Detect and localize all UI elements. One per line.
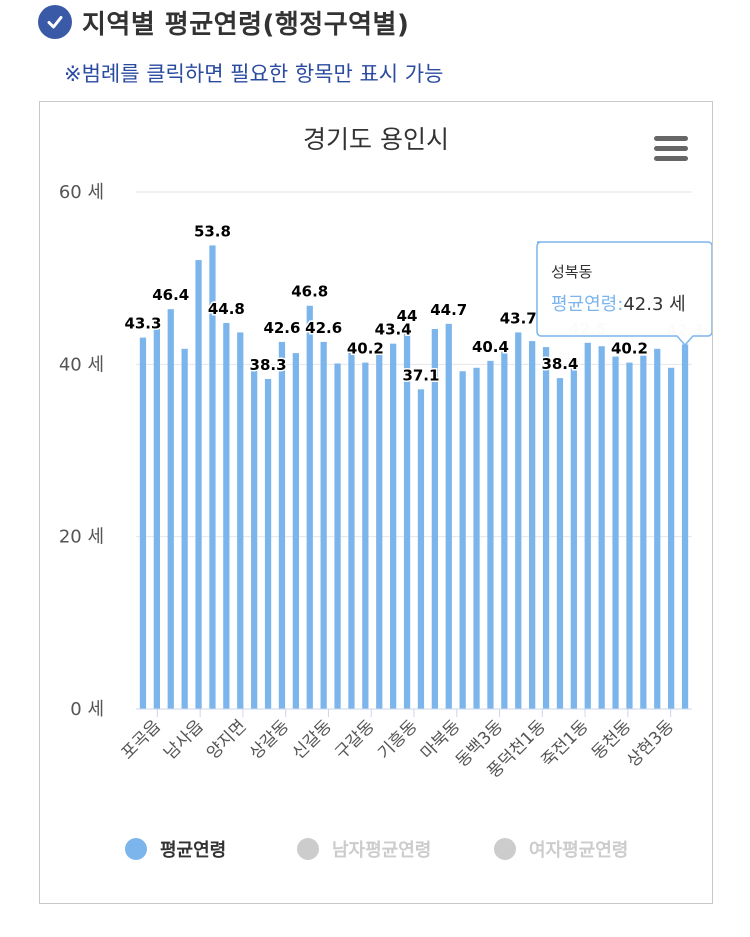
bar[interactable] xyxy=(348,348,355,709)
svg-text:평균연령:42.3 세: 평균연령:42.3 세 xyxy=(551,294,686,315)
tooltip-title: 성복동 xyxy=(551,263,593,281)
x-tick-label: 남사읍 xyxy=(160,716,207,763)
bar[interactable] xyxy=(139,337,147,709)
x-tick-label: 기흥동 xyxy=(374,716,421,763)
data-label: 37.1 xyxy=(402,366,439,384)
bar[interactable] xyxy=(681,344,689,709)
legend-hint: ※범례를 클릭하면 필요한 항목만 표시 가능 xyxy=(64,62,444,86)
page-header: 지역별 평균연령(행정구역별) xyxy=(38,2,409,42)
chart-title: 경기도 용인시 xyxy=(303,125,449,154)
legend-label: 남자평균연령 xyxy=(332,840,431,861)
data-label: 42.6 xyxy=(263,319,300,337)
bar[interactable] xyxy=(251,362,258,709)
bar[interactable] xyxy=(612,356,619,709)
data-label: 42.6 xyxy=(305,319,342,337)
legend-marker xyxy=(297,838,319,860)
bar[interactable] xyxy=(529,341,536,709)
data-label: 44.8 xyxy=(208,300,245,318)
bar[interactable] xyxy=(223,322,230,709)
legend-item[interactable]: 남자평균연령 xyxy=(297,838,431,861)
x-tick-label: 상현3동 xyxy=(623,716,678,771)
bar[interactable] xyxy=(417,389,425,709)
bar[interactable] xyxy=(473,367,480,709)
data-label: 44.7 xyxy=(430,301,467,319)
bar[interactable] xyxy=(153,324,160,709)
bar[interactable] xyxy=(403,329,411,709)
bar[interactable] xyxy=(362,362,369,709)
bar[interactable] xyxy=(320,341,327,709)
chart-svg: 경기도 용인시 43.3 46.4 53.8 44.8 38.3 42.6 46.8 42.6… xyxy=(59,125,713,861)
bar[interactable] xyxy=(598,346,605,709)
y-tick-label: 40 세 xyxy=(59,354,104,375)
y-tick-label: 0 세 xyxy=(70,699,104,720)
bar[interactable] xyxy=(390,343,397,709)
bar[interactable] xyxy=(237,332,244,709)
tooltip: 성복동 평균연령:42.3 세 xyxy=(536,241,713,347)
legend-marker xyxy=(125,838,147,860)
x-tick-label: 양지면 xyxy=(203,716,250,763)
legend-label: 평균연령 xyxy=(160,840,226,861)
data-label: 40.2 xyxy=(611,340,648,358)
bar[interactable] xyxy=(292,353,299,709)
bar[interactable] xyxy=(278,341,286,709)
bar[interactable] xyxy=(209,245,216,709)
bar[interactable] xyxy=(487,360,494,709)
data-label: 46.4 xyxy=(152,286,189,304)
bar[interactable] xyxy=(181,348,188,709)
x-tick-label: 상갈동 xyxy=(246,716,293,763)
bar[interactable] xyxy=(376,349,383,709)
data-label: 53.8 xyxy=(194,222,231,240)
bar[interactable] xyxy=(195,260,202,709)
legend-marker xyxy=(494,838,516,860)
data-label: 44 xyxy=(397,307,418,325)
bar[interactable] xyxy=(459,371,466,709)
tooltip-box xyxy=(536,241,713,347)
bar[interactable] xyxy=(167,309,174,709)
hamburger-menu-icon[interactable] xyxy=(650,130,690,164)
bar[interactable] xyxy=(654,348,661,709)
data-label: 43.4 xyxy=(375,321,412,339)
bar[interactable] xyxy=(515,332,522,709)
check-circle-icon xyxy=(38,5,72,39)
bar[interactable] xyxy=(445,323,452,709)
y-tick-label: 20 세 xyxy=(59,527,104,548)
bar[interactable] xyxy=(334,363,341,709)
legend-item[interactable]: 평균연령 xyxy=(125,838,226,861)
bar[interactable] xyxy=(306,305,313,709)
x-tick-label: 포곡읍 xyxy=(118,716,165,763)
bar[interactable] xyxy=(640,355,647,709)
bar[interactable] xyxy=(264,378,272,709)
bar[interactable] xyxy=(542,347,550,709)
data-label: 40.2 xyxy=(347,340,384,358)
tooltip-value: 42.3 세 xyxy=(623,294,685,315)
y-tick-label: 60 세 xyxy=(59,182,104,203)
bar[interactable] xyxy=(584,342,591,709)
data-label: 43.3 xyxy=(124,315,161,333)
bar[interactable] xyxy=(431,329,438,709)
chart-container: 경기도 용인시 43.3 46.4 53.8 44.8 38.3 42.6 46.8 42.6… xyxy=(39,101,713,904)
bar[interactable] xyxy=(501,348,508,709)
data-label: 38.4 xyxy=(541,355,578,373)
data-label: 46.8 xyxy=(291,283,328,301)
x-tick-label: 신갈동 xyxy=(289,716,336,763)
data-label: 43.7 xyxy=(500,309,537,327)
bar[interactable] xyxy=(668,367,675,709)
bar[interactable] xyxy=(570,363,577,709)
bar[interactable] xyxy=(626,362,633,709)
page-title: 지역별 평균연령(행정구역별) xyxy=(82,9,410,40)
data-label: 40.4 xyxy=(472,338,509,356)
legend-item[interactable]: 여자평균연령 xyxy=(494,838,628,861)
x-tick-label: 구갈동 xyxy=(331,716,378,763)
data-label: 38.3 xyxy=(250,356,287,374)
bar[interactable] xyxy=(556,378,564,709)
legend-label: 여자평균연령 xyxy=(529,840,628,861)
tooltip-series-label: 평균연령: xyxy=(551,294,623,315)
x-tick-label: 죽전1동 xyxy=(538,716,593,771)
